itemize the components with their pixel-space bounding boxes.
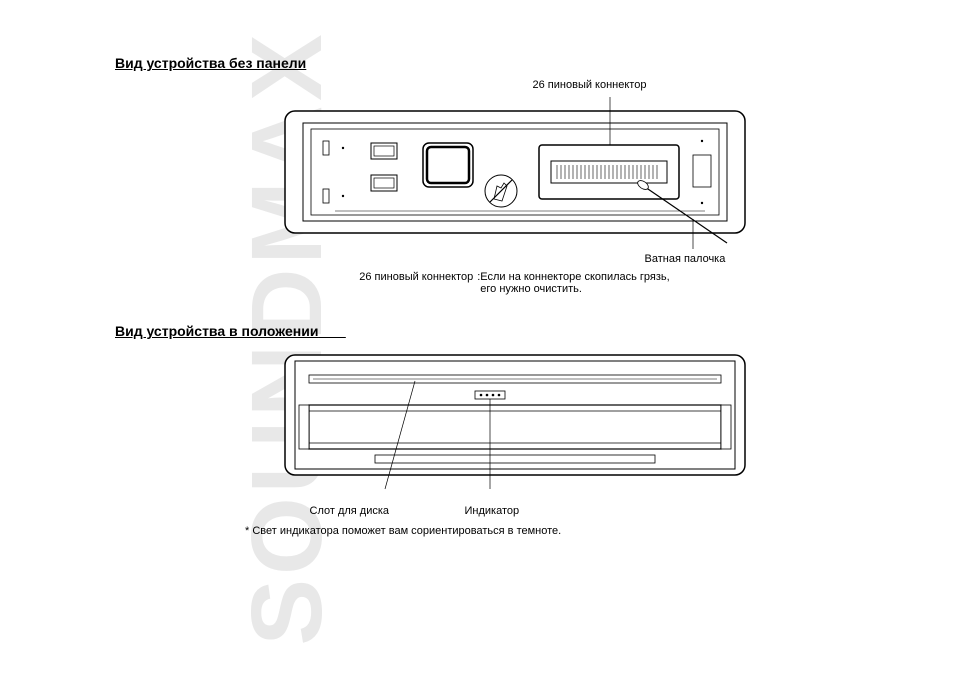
device-open-diagram bbox=[275, 347, 755, 497]
note-text: Свет индикатора поможет вам сориентирова… bbox=[252, 525, 561, 537]
connector-note-label: 26 пиновый коннектор bbox=[359, 271, 477, 295]
indicator-label: Индикатор bbox=[465, 505, 520, 517]
connector-note-line2: его нужно очистить. bbox=[480, 283, 582, 295]
device-without-panel-diagram bbox=[275, 93, 755, 253]
swab-label: Ватная палочка bbox=[645, 253, 726, 265]
figure2 bbox=[165, 347, 865, 497]
fig1-connector-top-label: 26 пиновый коннектор bbox=[115, 79, 914, 91]
section1-heading: Вид устройства без панели bbox=[115, 55, 914, 71]
connector-note-line1: Если на коннекторе скопилась грязь, bbox=[480, 271, 669, 283]
figure1 bbox=[165, 93, 865, 253]
slot-label: Слот для диска bbox=[310, 505, 390, 517]
page-content: Вид устройства без панели 26 пиновый кон… bbox=[0, 0, 954, 577]
figure2-note: * Свет индикатора поможет вам сориентиро… bbox=[115, 525, 945, 537]
section2-heading: Вид устройства в положении bbox=[115, 323, 914, 339]
figure1-bottom-labels: Ватная палочка 26 пиновый коннектор : Ес… bbox=[165, 259, 865, 295]
figure2-labels: Слот для диска Индикатор bbox=[165, 505, 865, 523]
